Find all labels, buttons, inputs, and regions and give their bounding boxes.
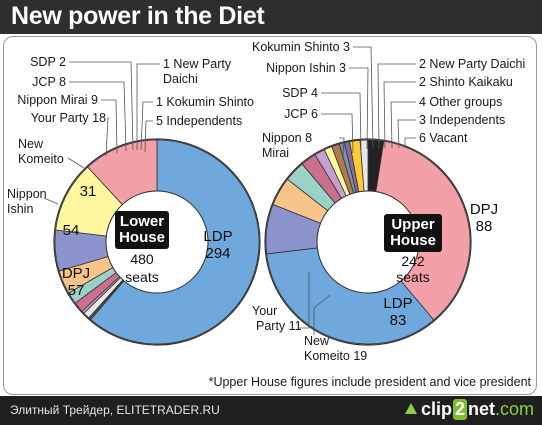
leader-line-new-party-daichi (377, 63, 416, 149)
callout-nippon-ishin: Nippon Ishin 3 (266, 61, 346, 75)
leader-line-new-komeito (313, 294, 331, 335)
leader-line-sdp (321, 92, 362, 152)
logo-rest: net (467, 399, 495, 419)
center-total: 480 (130, 251, 154, 267)
center-title-line-1: Lower (120, 213, 164, 230)
callout-shinto-kaikaku: 2 Shinto Kaikaku (419, 75, 513, 89)
data-label-ldp: LDP 83 (383, 295, 412, 329)
up-arrow-icon (404, 403, 417, 414)
leader-line-nippon-mirai (101, 99, 118, 154)
leader-line-jcp (69, 81, 127, 152)
leader-line-independents (397, 119, 416, 149)
callout-jcp: JCP 8 (32, 75, 66, 89)
chart-labels: 1 New Party Daichi 1 Kokumin Shinto 5 Indep… (7, 40, 525, 363)
chart-title: New power in the Diet (11, 2, 265, 30)
logo-tld: .com (494, 399, 534, 419)
callout-your-party: Your Party 18 (31, 111, 106, 125)
callout-new-komeito: New Komeito (18, 137, 64, 166)
leader-line-kokumin-shinto (140, 101, 153, 151)
logo-two: 2 (452, 399, 467, 420)
leader-line-jcp (321, 113, 354, 154)
center-title-box (384, 214, 442, 252)
center-unit: seats (396, 269, 429, 285)
leader-line-your-party (105, 117, 109, 157)
center-title-box (115, 211, 169, 249)
center-title-line-2: House (390, 232, 436, 249)
callout-kokumin-shinto: Kokumin Shinto 3 (252, 40, 350, 54)
callout-other-groups: 4 Other groups (419, 95, 502, 109)
data-label-ldp: LDP 294 (203, 228, 232, 262)
callout-nippon-mirai: Nippon 8 Mirai (262, 131, 312, 160)
center-total: 242 (401, 253, 425, 269)
callout-sdp: SDP 2 (30, 55, 66, 69)
callout-kokumin-shinto: 1 Kokumin Shinto (156, 95, 254, 109)
callout-new-party-daichi: 2 New Party Daichi (419, 57, 525, 71)
callout-jcp: JCP 6 (284, 107, 318, 121)
leader-line-kokumin-shinto (353, 46, 374, 149)
callout-new-komeito: New Komeito 19 (304, 334, 367, 363)
center-title-line-1: Upper (391, 216, 435, 233)
footnote: *Upper House figures include president a… (209, 375, 532, 389)
leader-line-independents (144, 120, 153, 153)
leader-line-new-party-daichi (136, 63, 160, 150)
data-label-dpj: DPJ 88 (470, 201, 498, 235)
data-label-new-komeito: 31 (80, 183, 97, 200)
callout-sdp: SDP 4 (282, 86, 318, 100)
leader-line-shinto-kaikaku (383, 81, 416, 149)
leader-line-vacant (404, 137, 416, 148)
footer-bar: Элитный Трейдер, ELITETRADER.RU clip 2 net… (0, 396, 542, 425)
center-unit: seats (125, 269, 158, 285)
callout-independents: 5 Independents (156, 114, 242, 128)
leader-line-other-groups (390, 101, 416, 149)
footer-credit: Элитный Трейдер, ELITETRADER.RU (10, 403, 220, 417)
callout-vacant: 6 Vacant (419, 131, 468, 145)
leader-line-nippon-mirai (339, 137, 345, 158)
leader-line-your-party (299, 272, 310, 329)
callout-nippon-mirai: Nippon Mirai 9 (17, 93, 98, 107)
callout-independents: 3 Independents (419, 113, 505, 127)
leader-line-sdp (69, 61, 134, 151)
leader-line-nippon-ishin (43, 197, 59, 205)
logo-main: clip (420, 399, 452, 419)
header-bar: New power in the Diet (0, 0, 542, 34)
leader-line-new-komeito (67, 157, 85, 169)
clip2net-logo[interactable]: clip 2 net.com (404, 399, 534, 421)
data-label-dpj: DPJ 57 (62, 265, 90, 299)
callout-nippon-ishin: Nippon Ishin (7, 187, 47, 216)
callout-new-party-daichi: 1 New Party Daichi (163, 57, 232, 86)
data-label-nippon-ishin: 54 (63, 222, 80, 239)
callout-your-party: Your Party 11 (252, 304, 302, 333)
leader-line-nippon-ishin (349, 67, 369, 150)
center-title-line-2: House (119, 229, 165, 246)
